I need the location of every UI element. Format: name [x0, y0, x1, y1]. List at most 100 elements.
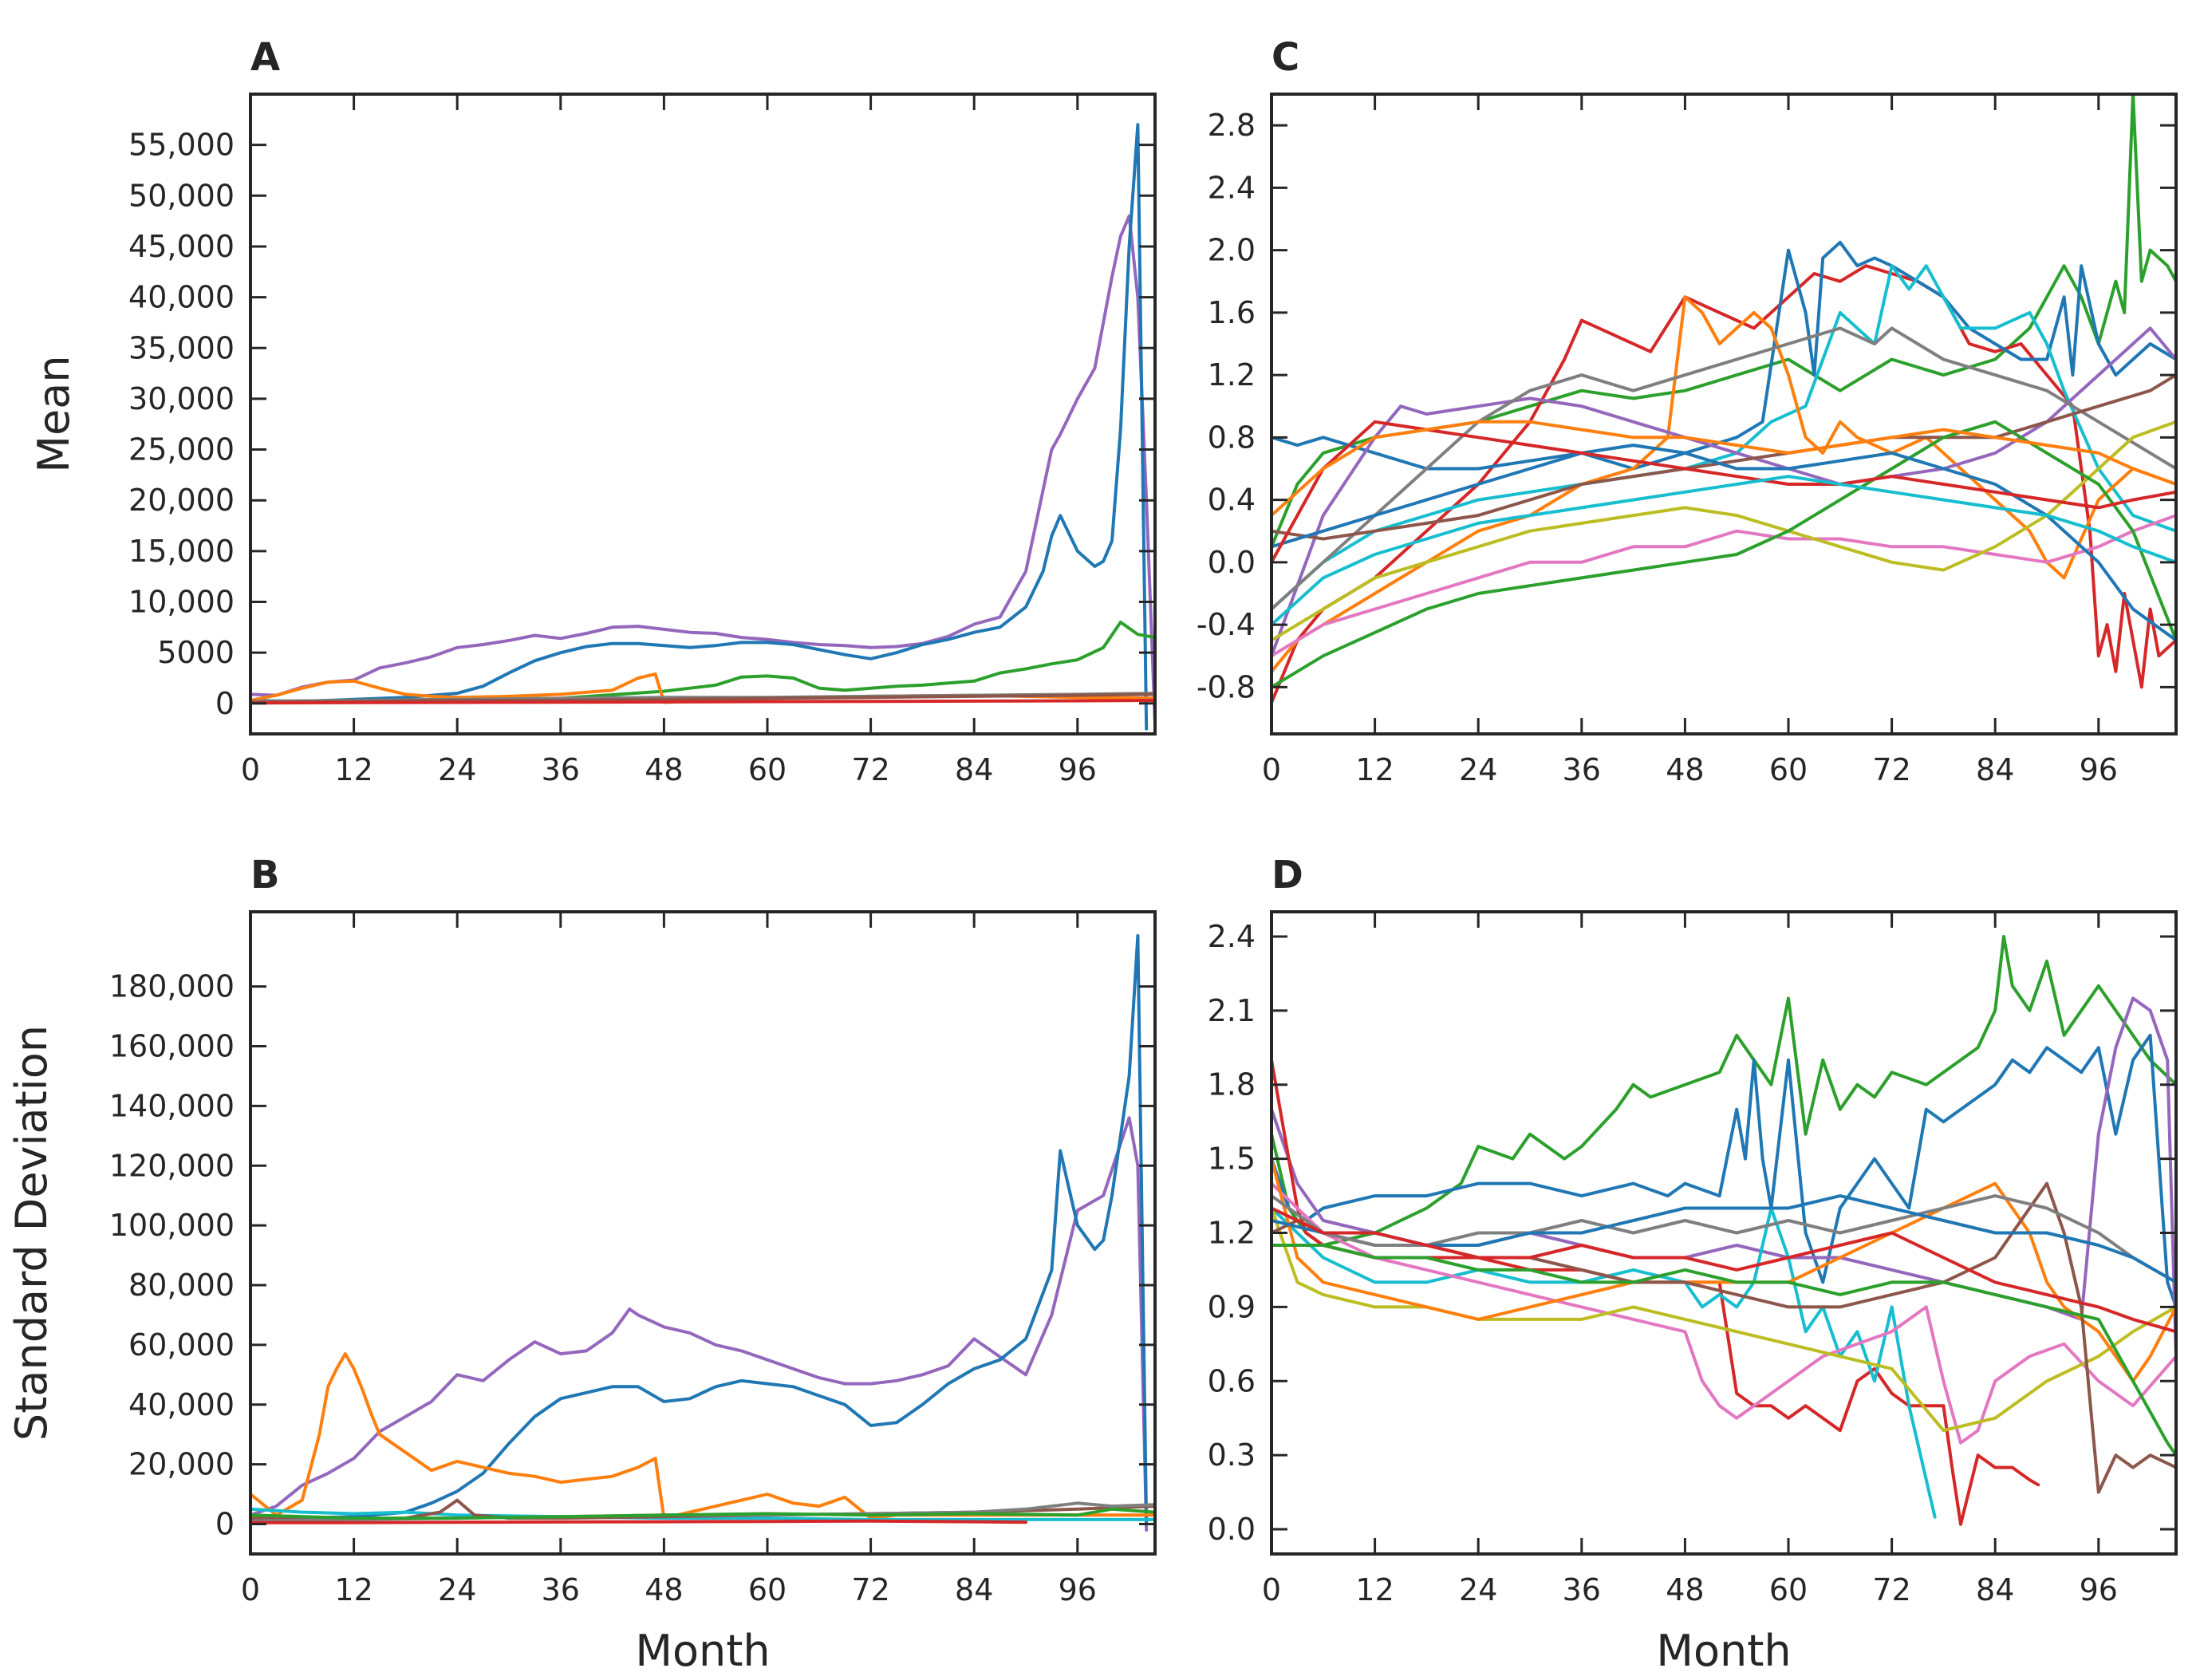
y-tick-label: 2.1 [1208, 993, 1256, 1028]
y-tick-label: 20,000 [128, 483, 235, 518]
y-tick-label: 120,000 [109, 1148, 235, 1183]
y-tick-label: 1.8 [1208, 1067, 1256, 1102]
y-tick-label: 5000 [157, 635, 235, 670]
series-line-olive [1272, 420, 2176, 642]
x-tick-label: 36 [542, 1572, 580, 1607]
series-line-blue [250, 934, 1149, 1526]
series-line-cyan [1272, 1206, 1937, 1519]
series-group [250, 123, 1155, 731]
series-group [1272, 94, 2176, 704]
y-tick-label: 0.9 [1208, 1289, 1256, 1324]
x-tick-label: 12 [334, 752, 373, 787]
x-tick-label: 48 [1666, 752, 1704, 787]
x-tick-label: 48 [1666, 1572, 1704, 1607]
series-group [1272, 935, 2176, 1526]
plot-frame [249, 910, 1157, 1556]
x-tick-label: 60 [1769, 1572, 1808, 1607]
y-tick-label: 160,000 [109, 1028, 235, 1063]
y-tick-label: 0.0 [1208, 545, 1256, 580]
y-tick-label: 10,000 [128, 585, 235, 620]
panel-letter: A [250, 35, 280, 80]
panel-letter: B [250, 853, 280, 897]
y-axis-label: Mean [29, 355, 79, 472]
panel-letter: D [1272, 853, 1303, 897]
plot-frame [1270, 93, 2178, 735]
panel-c: 0 12 24 36 48 60 72 84 96 -0.8 -0.4 0.0 0.4 0.8 1.2 1.6… [1197, 35, 2178, 787]
panel-a: 0 12 24 36 48 60 72 84 96 0 5000 10,000 15,000 20,000… [29, 35, 1157, 787]
y-tick-label: 140,000 [109, 1088, 235, 1123]
series-line-cyan-high [1272, 264, 2176, 611]
series-line-red-mid [1272, 1206, 2176, 1334]
y-tick-label: 0.0 [1208, 1512, 1256, 1547]
y-tick-label: 2.4 [1208, 919, 1256, 954]
y-tick-label: 1.2 [1208, 357, 1256, 392]
series-line-blue-high [1272, 240, 2176, 471]
y-tick-label: 20,000 [128, 1447, 235, 1482]
x-tick-label: 12 [334, 1572, 373, 1607]
series-line-green [250, 1507, 1155, 1520]
y-tick-label: 0.3 [1208, 1437, 1256, 1473]
series-group [250, 934, 1155, 1532]
series-line-pink [1272, 514, 2176, 658]
x-tick-label: 72 [1872, 1572, 1910, 1607]
y-tick-label: -0.4 [1197, 607, 1256, 642]
x-tick-label: 24 [1459, 1572, 1497, 1607]
series-line-green [250, 621, 1155, 704]
y-tick-label: -0.8 [1197, 669, 1256, 704]
y-tick-label: 2.8 [1208, 108, 1256, 143]
x-tick-label: 36 [542, 752, 580, 787]
y-tick-label: 100,000 [109, 1208, 235, 1243]
panel-d: 0 12 24 36 48 60 72 84 96 0.0 0.3 0.6 0.9 1.2 1.5 1.8 2.… [1208, 853, 2178, 1676]
y-tick-label: 25,000 [128, 432, 235, 467]
y-tick-label: 0.8 [1208, 420, 1256, 455]
series-line-green-spike [1272, 94, 2176, 549]
x-tick-label: 96 [1059, 752, 1097, 787]
plot-frame [249, 93, 1157, 735]
x-tick-label: 24 [438, 1572, 476, 1607]
x-tick-label: 84 [1976, 1572, 2014, 1607]
y-axis-label: Standard Deviation [6, 1025, 57, 1441]
y-tick-label: 2.4 [1208, 170, 1256, 205]
x-axis-label: Month [1656, 1626, 1791, 1676]
y-tick-label: 2.0 [1208, 233, 1256, 268]
y-tick-label: 35,000 [128, 330, 235, 365]
series-line-cyan-low [1272, 475, 2176, 627]
y-tick-label: 0.6 [1208, 1363, 1256, 1398]
y-tick-label: 45,000 [128, 229, 235, 264]
x-tick-label: 0 [1262, 752, 1281, 787]
y-tick-label: 1.2 [1208, 1216, 1256, 1251]
series-line-brown [1272, 373, 2176, 541]
panel-letter: C [1272, 35, 1299, 80]
series-line-gray [1272, 326, 2176, 611]
series-line-orange [250, 1352, 1155, 1520]
x-tick-label: 72 [851, 752, 889, 787]
y-tick-label: 40,000 [128, 280, 235, 315]
series-line-purple [1272, 326, 2176, 658]
x-tick-label: 0 [241, 752, 260, 787]
x-tick-label: 12 [1355, 1572, 1394, 1607]
y-tick-label: 60,000 [128, 1327, 235, 1363]
series-line-orange-mid [1272, 420, 2176, 518]
series-line-red [250, 699, 1155, 705]
series-line-orange-high [1272, 295, 2176, 673]
y-tick-label: 30,000 [128, 381, 235, 416]
series-line-green-low [1272, 420, 2176, 689]
y-tick-label: 15,000 [128, 534, 235, 569]
y-tick-label: 40,000 [128, 1387, 235, 1422]
x-tick-label: 72 [851, 1572, 889, 1607]
y-tick-label: 0.4 [1208, 483, 1256, 518]
series-line-pink [1272, 1181, 2176, 1445]
series-line-red [250, 1519, 1027, 1524]
x-tick-label: 60 [748, 752, 787, 787]
x-tick-label: 96 [2080, 1572, 2118, 1607]
x-tick-label: 48 [645, 1572, 683, 1607]
panel-b: 0 12 24 36 48 60 72 84 96 0 20,000 40,000 60,000 80,0… [6, 853, 1157, 1676]
x-tick-label: 36 [1563, 1572, 1601, 1607]
x-tick-label: 0 [1262, 1572, 1281, 1607]
series-line-purple [250, 1116, 1149, 1532]
x-tick-label: 12 [1355, 752, 1394, 787]
x-axis-label: Month [635, 1626, 770, 1676]
x-tick-label: 72 [1872, 752, 1910, 787]
series-line-green-high [1272, 935, 2176, 1247]
